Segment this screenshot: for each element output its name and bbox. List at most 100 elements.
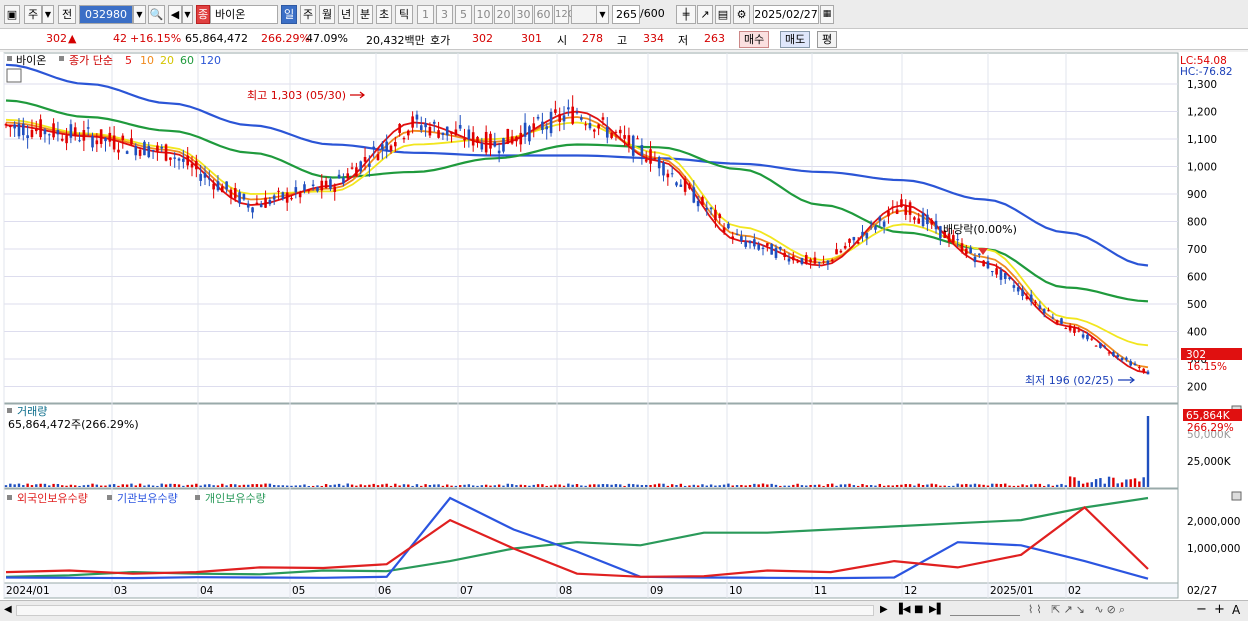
- volume-panel[interactable]: [3, 403, 1179, 489]
- candle-body: [203, 172, 207, 178]
- zoom-slider[interactable]: [950, 604, 1020, 616]
- volume-bar: [904, 484, 907, 487]
- market-type-select[interactable]: 주: [24, 5, 42, 24]
- search-icon[interactable]: 🔍: [148, 5, 165, 24]
- candle-body: [1125, 357, 1128, 360]
- draw-tool-icon[interactable]: ↗: [697, 5, 713, 24]
- last-icon[interactable]: ▶▌: [929, 604, 945, 615]
- candle-body: [34, 128, 38, 132]
- chart-area[interactable]: 2003004005006007008009001,0001,1001,2001…: [0, 52, 1248, 600]
- volume-bar: [1034, 484, 1037, 487]
- volume-bar: [510, 484, 514, 487]
- period-month-button[interactable]: 월: [319, 5, 335, 24]
- save-icon[interactable]: ▤: [715, 5, 731, 24]
- volume-bar: [1081, 483, 1085, 487]
- candle-body: [125, 151, 129, 154]
- period-year-button[interactable]: 년: [338, 5, 354, 24]
- volume-bar: [39, 483, 42, 487]
- candle-body: [86, 127, 90, 129]
- candle-body: [679, 184, 683, 187]
- prev-button[interactable]: 전: [58, 5, 76, 24]
- bid-price: 301: [521, 32, 542, 45]
- scroll-right-icon[interactable]: ▶: [880, 604, 888, 615]
- candle-body: [30, 129, 34, 138]
- candle-body: [1116, 354, 1120, 358]
- volume-bar: [303, 484, 306, 487]
- zoom-in-icon[interactable]: +: [1214, 602, 1225, 617]
- stop-icon[interactable]: ■: [914, 604, 924, 615]
- candle-body: [156, 145, 159, 152]
- volume-bar: [17, 483, 21, 487]
- candle-body: [787, 258, 791, 262]
- volume-bar: [1125, 479, 1128, 487]
- interval-1-button[interactable]: 1: [417, 5, 434, 24]
- volume-bar: [372, 483, 375, 487]
- volume-bar: [359, 484, 362, 487]
- font-size-icon[interactable]: A: [1232, 603, 1241, 617]
- speaker-icon[interactable]: ◀: [168, 5, 182, 24]
- draw-tools-icons[interactable]: ⌇⌇ ⇱↗↘ ∿⊘⌕: [1028, 603, 1128, 616]
- candle-body: [601, 117, 605, 120]
- candle-body: [117, 149, 120, 153]
- stock-name-field[interactable]: 바이온: [210, 5, 278, 24]
- count-input[interactable]: 265: [612, 5, 640, 24]
- period-tick-button[interactable]: 틱: [395, 5, 413, 24]
- grid-toggle-icon[interactable]: [6, 68, 22, 83]
- candle-body: [1077, 330, 1081, 332]
- period-week-button[interactable]: 주: [300, 5, 316, 24]
- candle-body: [688, 184, 691, 189]
- volume-bar: [610, 484, 613, 487]
- volume-bar: [234, 484, 237, 487]
- volume-bar: [22, 485, 25, 487]
- interval-120-button[interactable]: 120: [554, 5, 574, 24]
- scroll-left-icon[interactable]: ◀: [4, 604, 12, 615]
- candle-type-icon[interactable]: ╪: [676, 5, 696, 24]
- holdings-panel[interactable]: [3, 488, 1179, 584]
- interval-3-button[interactable]: 3: [436, 5, 453, 24]
- eval-button[interactable]: 평: [817, 31, 838, 48]
- first-icon[interactable]: ▐◀: [895, 604, 911, 615]
- volume-bar: [973, 483, 977, 487]
- holdings-panel-close-icon[interactable]: [1231, 491, 1242, 501]
- code-dropdown-icon[interactable]: ▼: [133, 5, 146, 24]
- candle-body: [904, 205, 908, 215]
- volume-bar: [891, 485, 894, 487]
- period-day-button[interactable]: 일: [281, 5, 297, 24]
- volume-bar: [519, 484, 522, 487]
- horizontal-scrollbar[interactable]: [16, 605, 874, 616]
- interval-10-button[interactable]: 10: [474, 5, 493, 24]
- layout-icon[interactable]: ▣: [4, 5, 20, 24]
- sell-button[interactable]: 매도: [780, 31, 811, 48]
- chart-svg[interactable]: 2003004005006007008009001,0001,1001,2001…: [0, 52, 1248, 600]
- interval-5-button[interactable]: 5: [455, 5, 472, 24]
- gear-icon[interactable]: ⚙: [733, 5, 750, 24]
- date-input[interactable]: 2025/02/27: [753, 5, 819, 24]
- volume-bar: [502, 485, 505, 487]
- interval-30-button[interactable]: 30: [514, 5, 533, 24]
- interval-60-button[interactable]: 60: [534, 5, 553, 24]
- stock-code-input[interactable]: 032980: [79, 5, 133, 24]
- price-tick-label: 700: [1187, 244, 1207, 256]
- date-tick-label: 10: [729, 585, 742, 597]
- period-second-button[interactable]: 초: [376, 5, 392, 24]
- candle-body: [450, 131, 453, 134]
- volume-bar: [342, 485, 345, 487]
- volume-bar: [190, 484, 194, 487]
- low-price: 263: [704, 32, 725, 45]
- speaker-dropdown-icon[interactable]: ▼: [182, 5, 193, 24]
- zoom-out-icon[interactable]: −: [1196, 602, 1207, 617]
- volume-bar: [1042, 485, 1046, 487]
- volume-bar: [9, 483, 12, 487]
- interval-dropdown-icon[interactable]: ▼: [596, 5, 609, 24]
- period-minute-button[interactable]: 분: [357, 5, 373, 24]
- date-axis: 2024/01 03 04 05 06 07 08 09 10 11 12 2025/01 02: [6, 585, 1081, 597]
- candle-body: [355, 167, 358, 177]
- volume-bar: [307, 485, 311, 487]
- buy-button[interactable]: 매수: [739, 31, 770, 48]
- interval-20-button[interactable]: 20: [494, 5, 513, 24]
- candle-body: [562, 115, 566, 122]
- candle-body: [437, 130, 440, 138]
- market-type-dropdown-icon[interactable]: ▼: [42, 5, 54, 24]
- volume-bar: [774, 484, 778, 487]
- calendar-icon[interactable]: ▦: [820, 5, 834, 24]
